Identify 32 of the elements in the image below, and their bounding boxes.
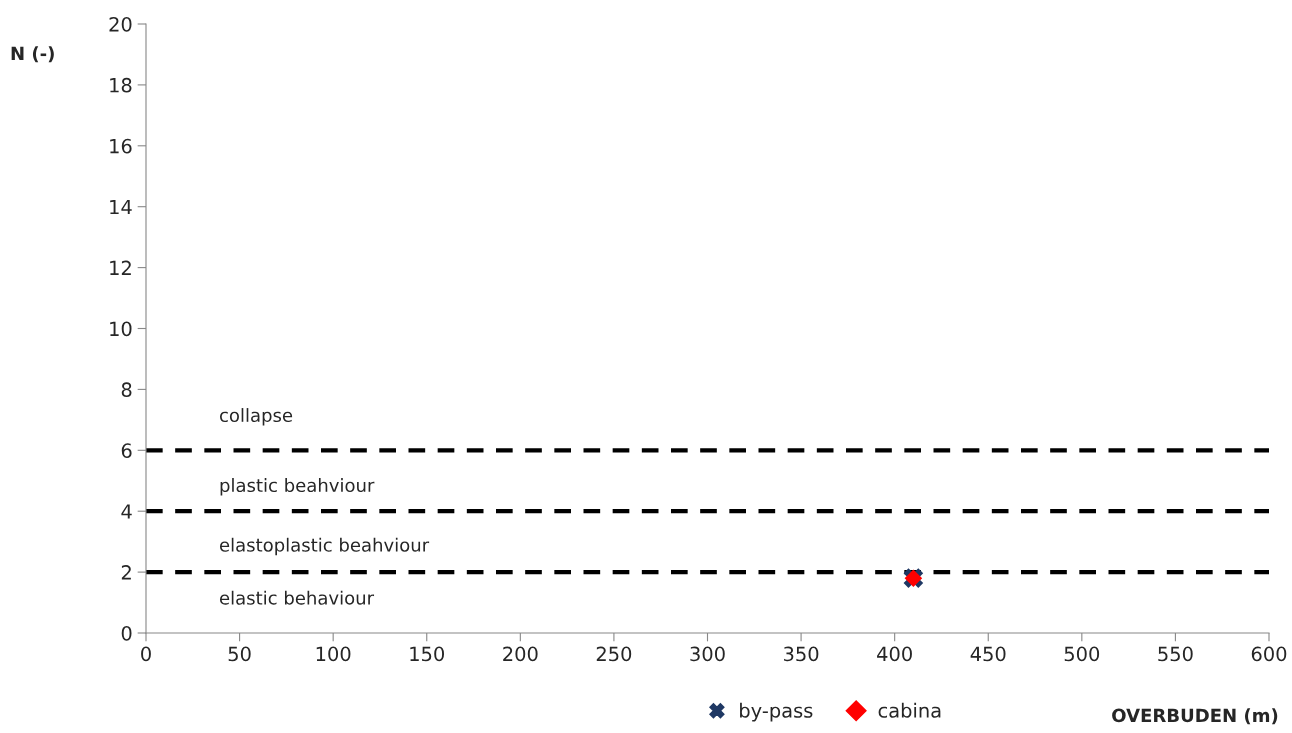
x-tick-label: 300 [690,646,725,662]
y-tick-label: 18 [110,77,132,93]
x-axis-title: OVERBUDEN (m) [1112,708,1278,725]
y-tick-label: 4 [121,504,132,519]
annotation: elastic behaviour [219,590,375,605]
y-tick-label: 20 [109,16,132,32]
x-tick-label: 50 [228,646,251,662]
x-tick-label: 100 [316,646,351,662]
y-tick-label: 16 [110,138,132,154]
y-tick-label: 6 [121,443,132,458]
legend-label: cabina [878,702,941,718]
annotation: elastoplastic beahviour [219,537,430,556]
annotation: plastic beahviour [220,478,375,496]
legend-label: by-pass [740,702,813,722]
y-axis-title: N (-) [11,46,54,63]
x-tick-label: 350 [784,646,819,662]
y-tick-label: 14 [110,199,132,215]
x-tick-label: 250 [596,646,632,662]
x-tick-label: 200 [503,646,538,662]
x-tick-label: 400 [877,646,912,662]
x-tick-label: 150 [410,646,445,662]
annotation: collapse [219,408,293,426]
x-tick-label: 500 [1064,646,1100,662]
x-tick-label: 550 [1158,646,1193,662]
y-tick-label: 2 [121,565,131,580]
y-tick-label: 8 [121,382,132,398]
x-tick-label: 450 [970,646,1006,662]
y-tick-label: 12 [110,260,131,275]
y-tick-label: 10 [110,321,132,337]
x-tick-label: 600 [1251,646,1287,662]
y-tick-label: 0 [121,625,132,641]
x-tick-label: 0 [141,646,151,662]
